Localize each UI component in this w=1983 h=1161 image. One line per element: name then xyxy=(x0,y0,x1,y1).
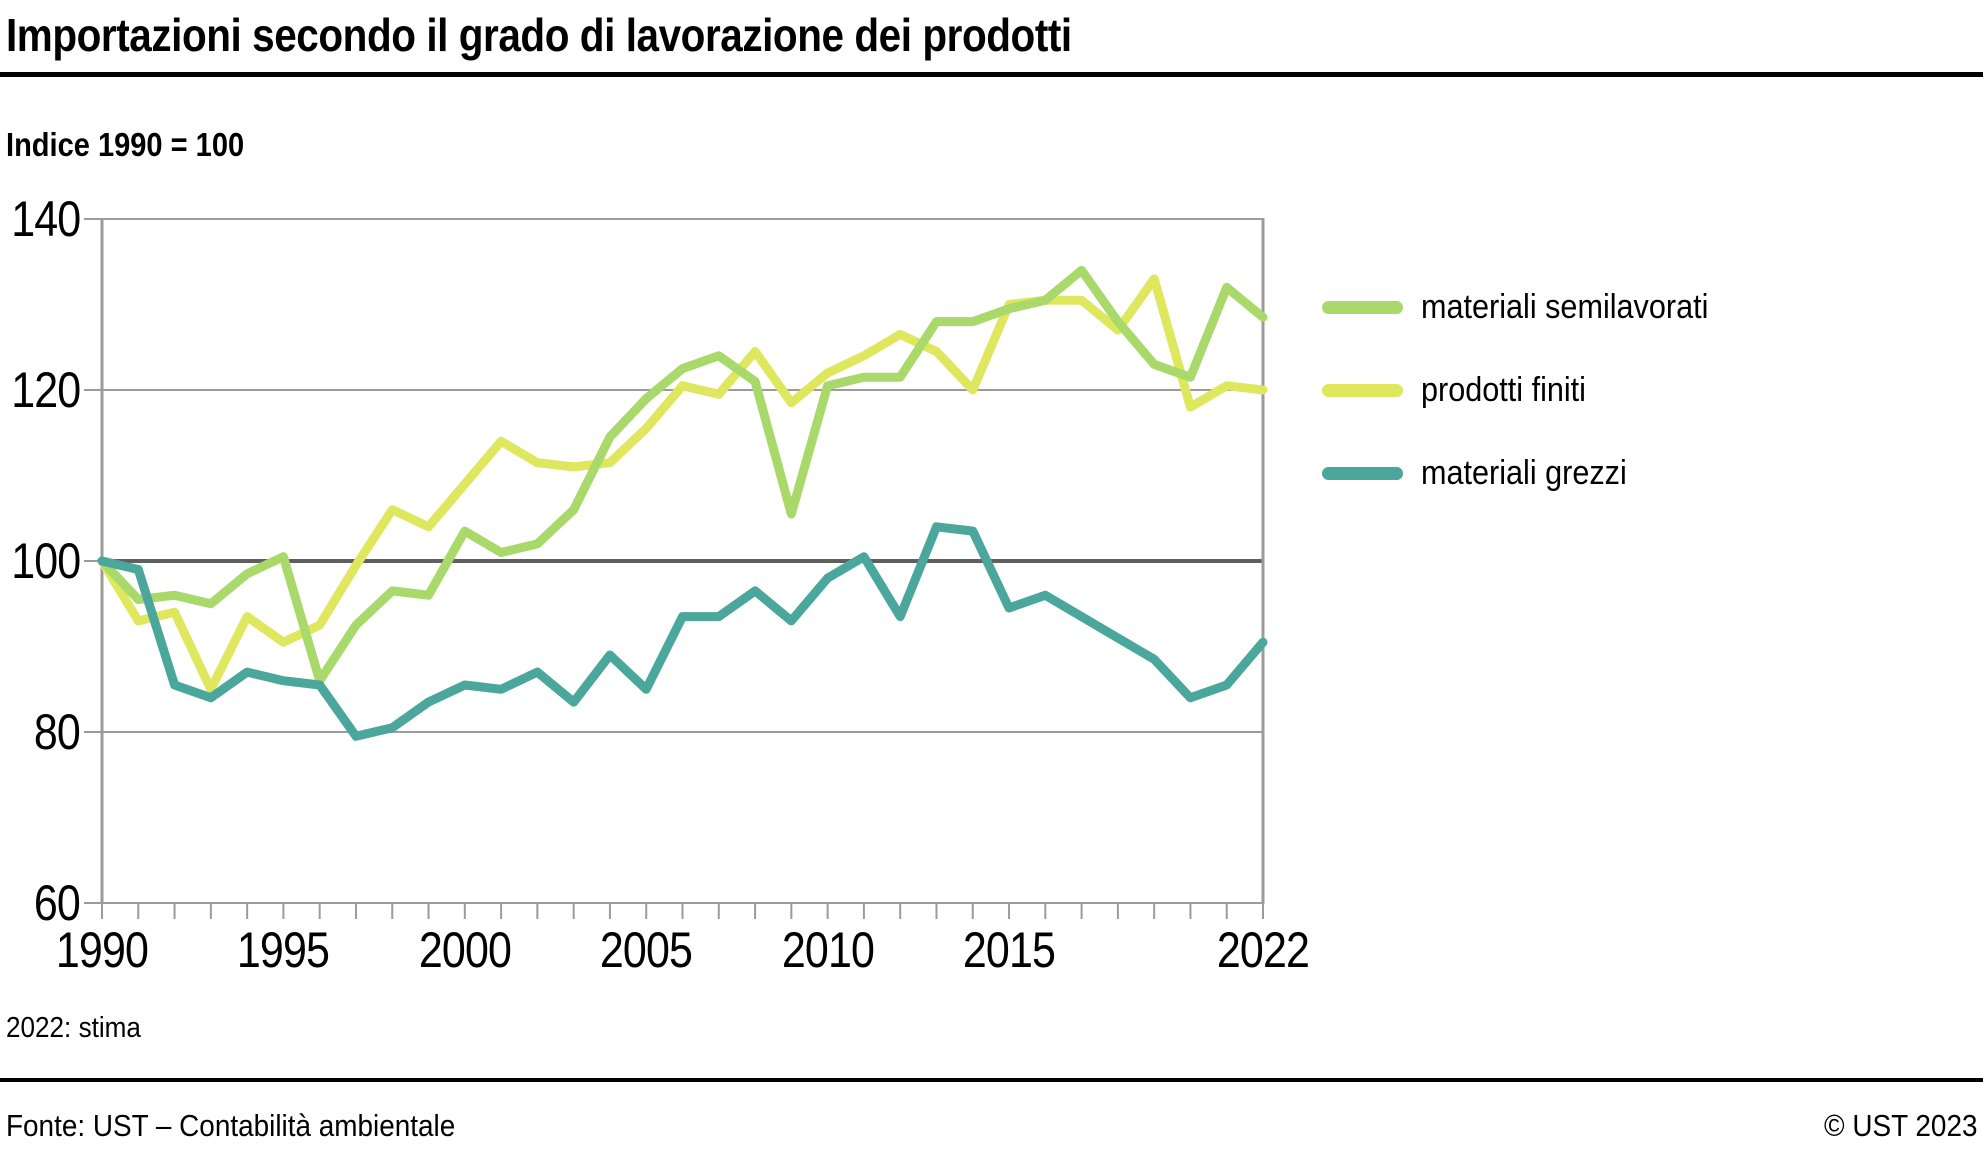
legend: materiali semilavorati prodotti finiti mat… xyxy=(1322,286,1740,535)
series-line-materiali_semilavorati xyxy=(97,265,1268,686)
legend-item: materiali grezzi xyxy=(1322,452,1740,494)
copyright-text: © UST 2023 xyxy=(1823,1108,1977,1143)
series-line-prodotti_finiti xyxy=(97,274,1268,694)
y-axis-label: 60 xyxy=(33,875,81,931)
source-text: Fonte: UST – Contabilità ambientale xyxy=(6,1108,456,1143)
x-axis-label: 2010 xyxy=(781,922,875,978)
legend-swatch-prodotti_finiti xyxy=(1322,383,1403,397)
page-title: Importazioni secondo il grado di lavoraz… xyxy=(6,9,1072,61)
y-axis-label: 80 xyxy=(33,704,81,760)
legend-label: materiali semilavorati xyxy=(1421,287,1709,326)
y-axis-label: 120 xyxy=(11,362,81,418)
x-axis-label: 1990 xyxy=(55,922,149,978)
chart-subtitle: Indice 1990 = 100 xyxy=(6,126,245,163)
legend-swatch-materiali_grezzi xyxy=(1322,466,1403,480)
x-axis-label: 2000 xyxy=(418,922,512,978)
y-axis-label: 140 xyxy=(11,191,81,247)
legend-item: prodotti finiti xyxy=(1322,369,1740,411)
legend-item: materiali semilavorati xyxy=(1322,286,1740,328)
legend-swatch-materiali_semilavorati xyxy=(1322,300,1403,314)
legend-label: materiali grezzi xyxy=(1421,453,1627,492)
series-line-materiali_grezzi xyxy=(97,522,1268,741)
y-axis-label: 100 xyxy=(11,533,81,589)
legend-label: prodotti finiti xyxy=(1421,370,1586,409)
footnote: 2022: stima xyxy=(6,1012,141,1044)
x-axis-label: 2022 xyxy=(1216,922,1310,978)
footer-divider xyxy=(0,1078,1983,1082)
x-axis-label: 1995 xyxy=(237,922,330,978)
x-axis-label: 2005 xyxy=(600,922,693,978)
title-divider xyxy=(0,72,1983,77)
x-axis-label: 2015 xyxy=(962,922,1056,978)
